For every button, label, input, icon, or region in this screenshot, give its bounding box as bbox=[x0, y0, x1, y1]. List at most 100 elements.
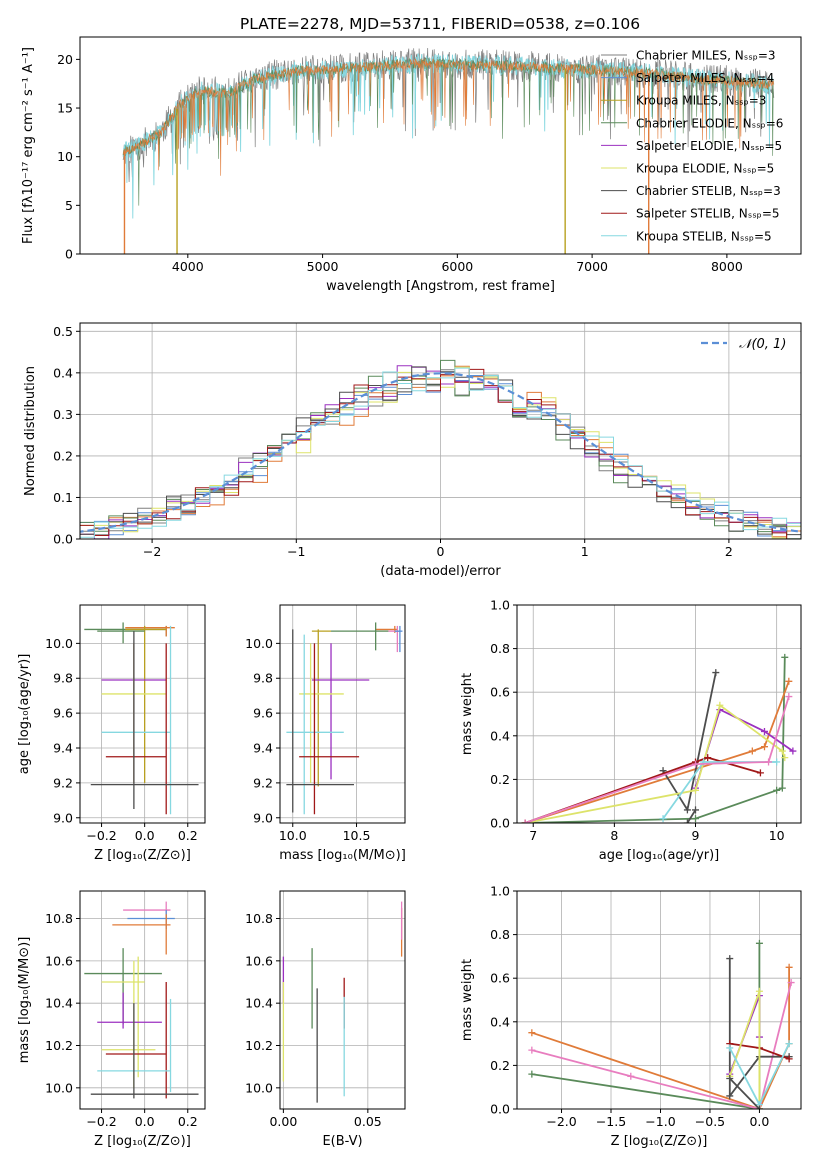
y-tick-label: 20 bbox=[57, 52, 73, 67]
x-tick-label: 0.00 bbox=[269, 1114, 297, 1129]
y-tick-label: 0.2 bbox=[490, 772, 510, 787]
x-axis-label: Z [log₁₀(Z/Z⊙)] bbox=[94, 848, 191, 863]
y-tick-label: 9.4 bbox=[253, 741, 273, 756]
spectrum-series-line bbox=[122, 58, 775, 176]
errorbar-point bbox=[127, 910, 175, 930]
weight-point-marker bbox=[692, 806, 700, 814]
weight-series-line bbox=[729, 1077, 761, 1109]
axes-border bbox=[516, 890, 802, 1110]
weight-point-marker bbox=[627, 1072, 635, 1080]
y-tick-label: 0.4 bbox=[490, 728, 510, 743]
weight-point-marker bbox=[756, 769, 764, 777]
axes-border bbox=[79, 890, 206, 1110]
plot-area bbox=[122, 47, 775, 254]
x-tick-label: 7000 bbox=[576, 259, 608, 274]
weight-point-marker bbox=[787, 979, 795, 987]
plot-area bbox=[286, 622, 403, 815]
plot-area bbox=[521, 653, 797, 823]
weight-point-marker bbox=[755, 1105, 763, 1109]
y-tick-label: 9.0 bbox=[53, 810, 73, 825]
y-tick-label: 10.2 bbox=[45, 1038, 73, 1053]
axes-frame: −2.0 −1.5 −1.0 −0.5 0.0 0.0 0.2 0.4 0.6 0.8 1.0 Z [… bbox=[460, 884, 802, 1149]
x-tick-label: 5000 bbox=[307, 259, 339, 274]
x-tick-label: 4000 bbox=[172, 259, 204, 274]
legend-entry: Chabrier MILES, Nₛₛₚ=3 bbox=[636, 49, 776, 63]
x-axis-label: E(B-V) bbox=[322, 1134, 362, 1149]
x-tick-label: 7 bbox=[529, 828, 537, 843]
legend: Chabrier MILES, Nₛₛₚ=3 Salpeter MILES, Nₛ… bbox=[601, 49, 783, 243]
weight-point-marker bbox=[704, 754, 712, 762]
plot-area bbox=[84, 901, 199, 1099]
y-tick-label: 9.6 bbox=[53, 706, 73, 721]
weight-point-marker bbox=[528, 1046, 536, 1054]
weight-series-line bbox=[662, 672, 717, 813]
y-tick-label: 10.8 bbox=[245, 911, 273, 926]
weight-point-marker bbox=[781, 653, 789, 661]
y-tick-label: 0.8 bbox=[490, 927, 510, 942]
weight-point-marker bbox=[716, 701, 724, 709]
axes-border bbox=[279, 604, 406, 824]
weight-series-line bbox=[524, 696, 790, 823]
x-tick-label: −1.5 bbox=[596, 1114, 626, 1129]
y-tick-label: 0.0 bbox=[53, 532, 73, 547]
plot-area bbox=[84, 622, 199, 815]
y-tick-label: 0.6 bbox=[490, 971, 510, 986]
errorbar-point bbox=[125, 625, 175, 637]
weight-point-marker bbox=[773, 758, 781, 766]
weight-point-marker bbox=[785, 1055, 793, 1063]
x-axis-label: Z [log₁₀(Z/Z⊙)] bbox=[94, 1134, 191, 1149]
mass-vs-ebv-panel: 0.00 0.05 10.0 10.2 10.4 10.6 10.8 E(B-V) bbox=[245, 890, 406, 1149]
axes-frame: 10.0 10.5 9.0 9.2 9.4 9.6 9.8 10.0 mass [log₁₀(M… bbox=[245, 604, 406, 863]
x-tick-label: 10 bbox=[769, 828, 785, 843]
y-tick-label: 9.6 bbox=[253, 706, 273, 721]
errorbar-point bbox=[311, 629, 332, 787]
x-tick-label: −2.0 bbox=[546, 1114, 576, 1129]
errorbar-point bbox=[286, 629, 354, 813]
weight-series-line bbox=[524, 680, 790, 823]
x-axis-label: Z [log₁₀(Z/Z⊙)] bbox=[611, 1134, 708, 1149]
errorbar-point bbox=[90, 631, 199, 810]
legend-entry: Kroupa MILES, Nₛₛₚ=3 bbox=[636, 94, 766, 108]
x-tick-label: −1 bbox=[287, 544, 305, 559]
weight-point-marker bbox=[785, 963, 793, 971]
plot-area bbox=[528, 939, 795, 1109]
weight-point-marker bbox=[726, 1044, 734, 1052]
weight-point-marker bbox=[726, 1074, 734, 1082]
y-tick-label: 0.6 bbox=[490, 685, 510, 700]
legend-entry: Salpeter ELODIE, Nₛₛₚ=5 bbox=[636, 139, 782, 153]
y-tick-label: 10.6 bbox=[45, 953, 73, 968]
weight-point-marker bbox=[760, 743, 768, 751]
weight-series-line bbox=[531, 967, 790, 1109]
weight-point-marker bbox=[778, 747, 786, 755]
plot-area bbox=[282, 901, 403, 1103]
y-tick-label: 0.2 bbox=[53, 448, 73, 463]
x-tick-label: 2 bbox=[725, 544, 733, 559]
weight-point-marker bbox=[755, 939, 763, 947]
errorbar-point bbox=[299, 643, 360, 815]
errorbar-point bbox=[101, 956, 145, 1078]
axes-frame: 4000 5000 6000 7000 8000 0 5 10 15 20 wavelength [… bbox=[21, 36, 802, 294]
errorbar-point bbox=[311, 643, 370, 780]
weight-series-line bbox=[531, 943, 761, 1109]
weight-point-marker bbox=[712, 669, 720, 677]
errorbar-point bbox=[394, 625, 403, 653]
x-tick-label: 8 bbox=[610, 828, 618, 843]
y-tick-label: 1.0 bbox=[490, 884, 510, 899]
x-tick-label: −0.5 bbox=[695, 1114, 725, 1129]
y-tick-label: 15 bbox=[57, 101, 73, 116]
x-tick-label: 0.0 bbox=[749, 1114, 769, 1129]
x-tick-label: 0.0 bbox=[135, 1114, 155, 1129]
weight-series-line bbox=[531, 982, 792, 1109]
weight-point-marker bbox=[760, 727, 768, 735]
weight-point-marker bbox=[773, 786, 781, 794]
legend-entry: Chabrier STELIB, Nₛₛₚ=3 bbox=[636, 184, 781, 198]
weight-point-marker bbox=[528, 1029, 536, 1037]
legend-entry: Chabrier ELODIE, Nₛₛₚ=6 bbox=[636, 116, 783, 130]
weight-point-marker bbox=[748, 747, 756, 755]
y-tick-label: 10.4 bbox=[45, 996, 73, 1011]
errorbar-point bbox=[105, 643, 167, 815]
y-axis-label: mass [log₁₀(M/M⊙)] bbox=[17, 937, 32, 1064]
y-tick-label: 10.0 bbox=[245, 1080, 273, 1095]
legend-entry: Kroupa STELIB, Nₛₛₚ=5 bbox=[636, 229, 772, 243]
